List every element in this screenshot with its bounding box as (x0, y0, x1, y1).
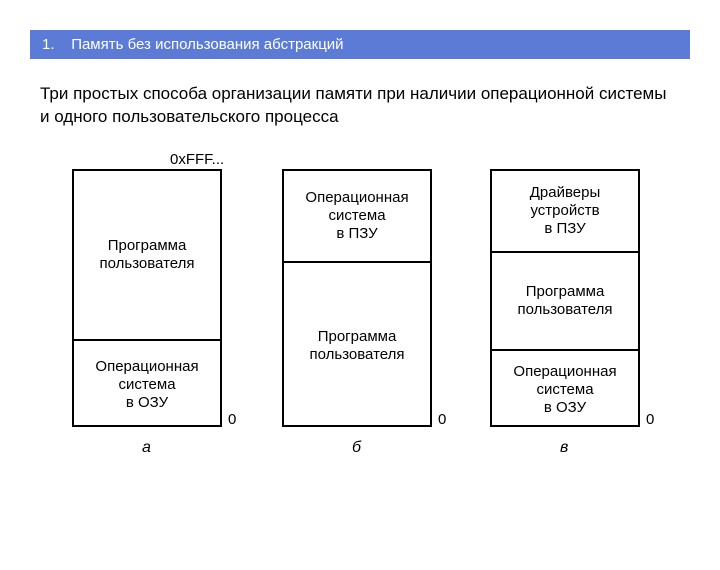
subtitle: Три простых способа организации памяти п… (40, 83, 680, 129)
memory-cell: Операционная система в ОЗУ (74, 339, 220, 429)
column-label-b: б (352, 439, 361, 457)
top-address-label: 0xFFF... (170, 151, 224, 168)
memory-cell: Программа пользователя (284, 261, 430, 429)
header-number: 1. (42, 36, 55, 53)
memory-cell: Операционная система в ПЗУ (284, 171, 430, 261)
memory-column-c: Драйверы устройств в ПЗУПрограмма пользо… (490, 169, 640, 427)
header-title: Память без использования абстракций (71, 36, 343, 53)
memory-cell: Драйверы устройств в ПЗУ (492, 171, 638, 251)
diagram-area: 0xFFF...Программа пользователяОперационн… (30, 151, 690, 481)
memory-cell: Программа пользователя (74, 171, 220, 339)
zero-label: 0 (438, 411, 446, 428)
zero-label: 0 (228, 411, 236, 428)
zero-label: 0 (646, 411, 654, 428)
memory-column-b: Операционная система в ПЗУПрограмма поль… (282, 169, 432, 427)
header-bar: 1. Память без использования абстракций (30, 30, 690, 59)
memory-cell: Программа пользователя (492, 251, 638, 349)
memory-cell: Операционная система в ОЗУ (492, 349, 638, 429)
column-label-a: а (142, 439, 151, 457)
memory-column-a: Программа пользователяОперационная систе… (72, 169, 222, 427)
column-label-c: в (560, 439, 568, 457)
